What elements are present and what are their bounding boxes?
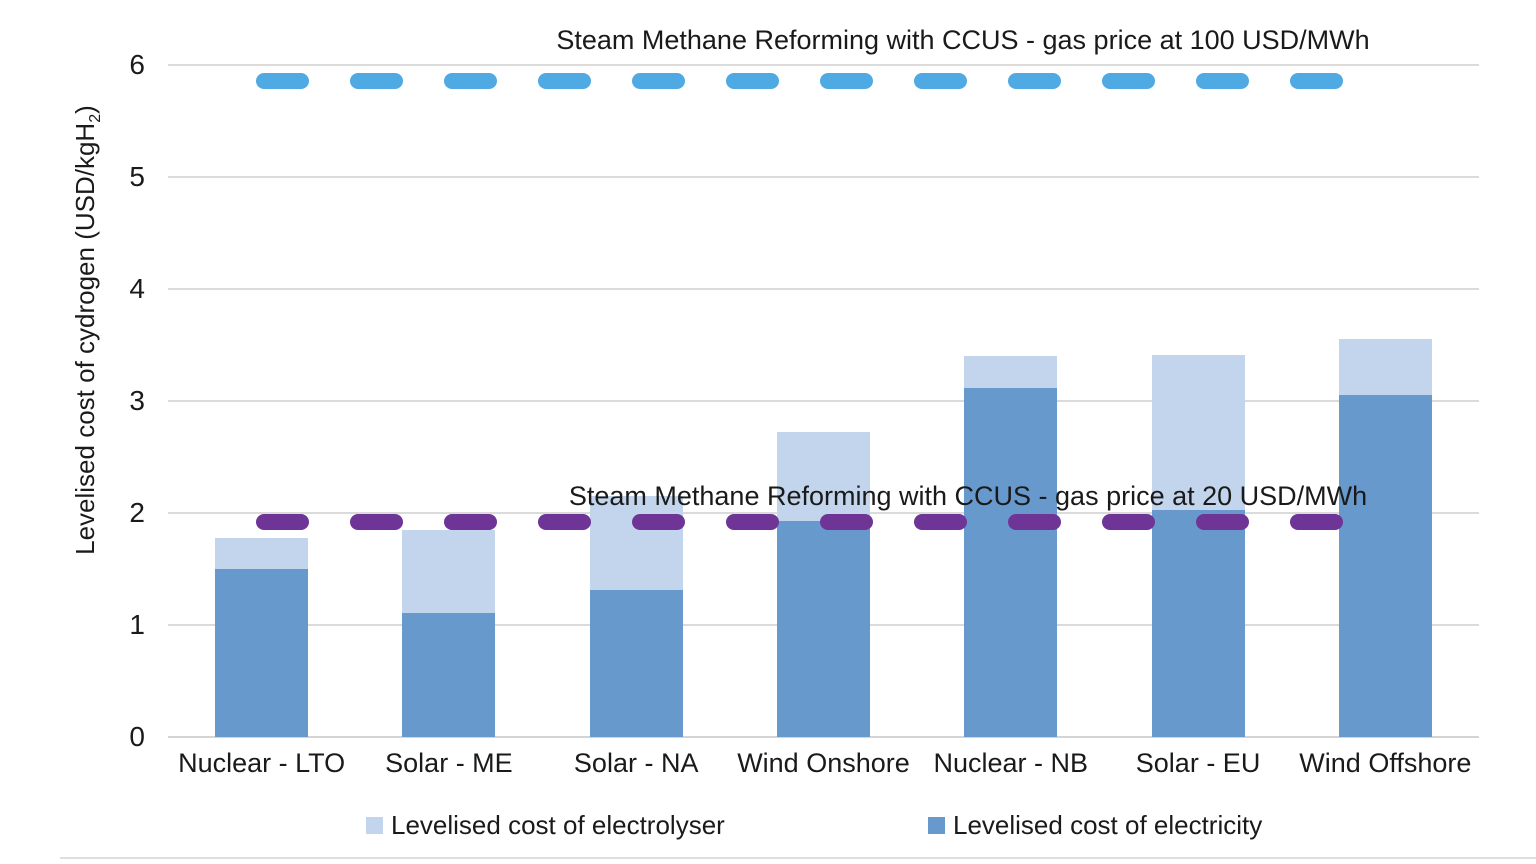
- category-label: Solar - ME: [385, 748, 513, 778]
- smr-100-line-dash: [820, 72, 873, 89]
- smr-100-line-dash: [1102, 72, 1155, 89]
- legend-item: Levelised cost of electricity: [928, 810, 1262, 840]
- smr-20-line-dash: [820, 513, 873, 530]
- gridline: [168, 64, 1479, 66]
- legend-label: Levelised cost of electricity: [953, 810, 1263, 840]
- y-axis-title-close: ): [70, 105, 100, 114]
- gridline: [168, 288, 1479, 290]
- smr-20-annotation: Steam Methane Reforming with CCUS - gas …: [568, 481, 1368, 511]
- category-label: Solar - EU: [1135, 748, 1261, 778]
- y-tick-label: 1: [129, 609, 145, 640]
- category-label: Nuclear - NB: [933, 748, 1089, 778]
- bar-segment-electricity: [589, 590, 683, 737]
- smr-20-line-dash: [914, 513, 967, 530]
- bar-segment-electricity: [777, 520, 870, 737]
- smr-100-line-dash: [1290, 72, 1343, 89]
- smr-20-line-dash: [256, 513, 309, 530]
- smr-100-line-dash: [726, 72, 779, 89]
- bar-segment-electricity: [964, 387, 1058, 737]
- smr-20-line-dash: [726, 513, 779, 530]
- y-axis-title-subscript: 2: [86, 113, 105, 123]
- y-tick-label: 5: [129, 161, 145, 192]
- smr-20-line-dash: [1102, 513, 1155, 530]
- bar-segment-electrolyser: [964, 356, 1058, 388]
- category-label: Solar - NA: [573, 748, 699, 778]
- y-tick-label: 3: [129, 385, 145, 416]
- legend-swatch: [928, 816, 945, 834]
- bar-segment-electricity: [402, 612, 496, 737]
- bar-segment-electricity: [1338, 395, 1432, 737]
- smr-100-line-dash: [914, 72, 967, 89]
- bar-segment-electricity: [1151, 509, 1245, 737]
- smr-100-line-dash: [256, 72, 309, 89]
- smr-20-line-dash: [538, 513, 591, 530]
- y-tick-label: 2: [129, 497, 145, 528]
- smr-20-line-dash: [632, 513, 685, 530]
- y-tick-label: 0: [129, 721, 145, 752]
- smr-100-annotation: Steam Methane Reforming with CCUS - gas …: [556, 25, 1370, 55]
- category-label: Wind Onshore: [737, 748, 910, 778]
- smr-20-line-dash: [1290, 513, 1343, 530]
- gridline: [168, 176, 1479, 178]
- legend-item: Levelised cost of electrolyser: [366, 810, 725, 840]
- smr-100-line-dash: [350, 72, 403, 89]
- bar-segment-electricity: [215, 569, 309, 737]
- smr-100-line-dash: [632, 72, 685, 89]
- legend-label: Levelised cost of electrolyser: [391, 810, 725, 840]
- bar-segment-electrolyser: [589, 496, 683, 591]
- smr-20-line-dash: [1196, 513, 1249, 530]
- smr-100-line-dash: [1196, 72, 1249, 89]
- smr-20-line-dash: [1008, 513, 1061, 530]
- bar-segment-electrolyser: [1338, 339, 1432, 396]
- bar-segment-electrolyser: [402, 529, 496, 613]
- x-axis-line: [168, 736, 1479, 738]
- bar-segment-electrolyser: [777, 432, 870, 521]
- category-label: Wind Offshore: [1299, 748, 1472, 778]
- category-label: Nuclear - LTO: [178, 748, 346, 778]
- bar-segment-electrolyser: [1151, 355, 1245, 510]
- y-tick-label: 6: [129, 49, 145, 80]
- smr-100-line-dash: [538, 72, 591, 89]
- smr-100-line-dash: [444, 72, 497, 89]
- smr-20-line-dash: [350, 513, 403, 530]
- smr-20-line-dash: [444, 513, 497, 530]
- y-tick-label: 4: [129, 273, 145, 304]
- smr-100-line-dash: [1008, 72, 1061, 89]
- gridline: [168, 400, 1479, 402]
- bar-segment-electrolyser: [215, 537, 309, 569]
- bottom-rule: [60, 857, 1536, 859]
- legend-swatch: [366, 816, 383, 834]
